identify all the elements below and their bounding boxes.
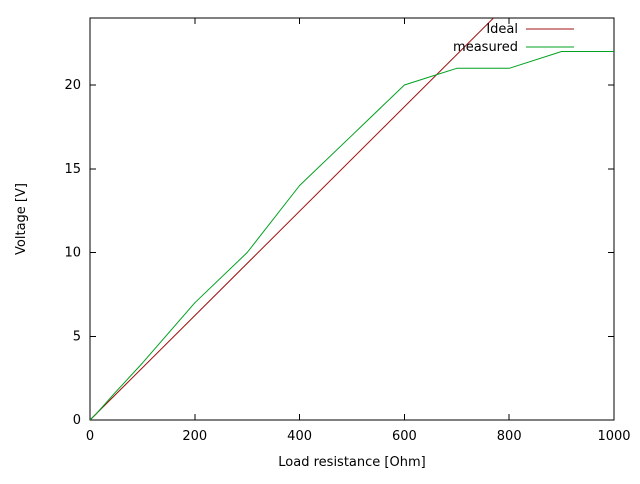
x-tick-label: 1000 [597, 429, 630, 444]
x-axis-label: Load resistance [Ohm] [278, 455, 425, 470]
y-tick-label: 0 [73, 413, 81, 428]
legend-label-ideal: Ideal [486, 22, 518, 37]
y-tick-label: 5 [73, 329, 81, 344]
series-line-ideal [90, 18, 494, 420]
series-line-measured [90, 51, 614, 420]
y-tick-label: 10 [64, 246, 81, 261]
y-tick-label: 20 [64, 78, 81, 93]
x-tick-label: 800 [497, 429, 522, 444]
x-tick-label: 400 [287, 429, 312, 444]
plot-border [89, 17, 615, 421]
x-tick-label: 0 [86, 429, 94, 444]
y-tick-label: 15 [64, 162, 81, 177]
x-tick-label: 200 [182, 429, 207, 444]
x-tick-label: 600 [392, 429, 417, 444]
legend-label-measured: measured [453, 40, 518, 55]
y-axis-label: Voltage [V] [14, 183, 29, 255]
